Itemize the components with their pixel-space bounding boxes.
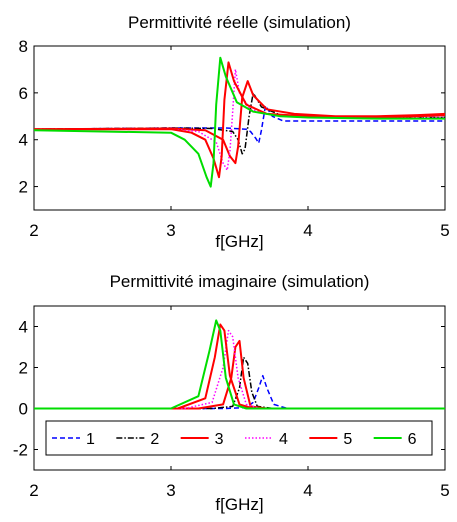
- legend-label-4: 4: [279, 431, 288, 448]
- series-line-1: [34, 104, 445, 144]
- x-tick-label: 3: [166, 221, 175, 240]
- y-tick-label: -2: [13, 441, 28, 460]
- y-tick-label: 4: [19, 131, 28, 150]
- series-line-3: [34, 339, 445, 410]
- chart-panel-2: Permittivité imaginaire (simulation) 2 3 4 5…: [13, 272, 450, 514]
- y-tick-label: 8: [19, 37, 28, 56]
- x-tick-label: 4: [303, 481, 312, 500]
- x-tick-label: 2: [29, 221, 38, 240]
- y-tick-label: 0: [19, 400, 28, 419]
- series-line-5: [34, 323, 445, 410]
- plot-frame: [33, 305, 446, 471]
- y-tick-label: 2: [19, 359, 28, 378]
- legend-label-5: 5: [343, 431, 352, 448]
- chart-title: Permittivité réelle (simulation): [128, 13, 351, 32]
- series-line-2: [34, 356, 445, 410]
- series-line-6: [34, 319, 445, 410]
- y-tick-label: 6: [19, 84, 28, 103]
- chart-title: Permittivité imaginaire (simulation): [110, 272, 370, 291]
- x-tick-label: 5: [440, 221, 449, 240]
- legend: 1 2 3 4 5 6: [45, 420, 433, 456]
- series-line-1: [34, 374, 445, 410]
- series-group: [34, 56, 445, 188]
- x-axis-label: f[GHz]: [215, 495, 263, 514]
- x-tick-label: 5: [440, 481, 449, 500]
- x-tick-label: 3: [166, 481, 175, 500]
- legend-box: [45, 420, 433, 456]
- series-line-4: [34, 329, 445, 410]
- x-tick-label: 2: [29, 481, 38, 500]
- legend-label-2: 2: [150, 431, 159, 448]
- x-tick-label: 4: [303, 221, 312, 240]
- plot-frame: [33, 45, 446, 211]
- chart-panel-1: Permittivité réelle (simulation) 2 3 4 5 2 4 6 8…: [19, 13, 450, 251]
- series-line-5: [34, 61, 445, 179]
- legend-label-3: 3: [215, 431, 224, 448]
- y-tick-label: 4: [19, 318, 28, 337]
- legend-label-1: 1: [86, 431, 95, 448]
- legend-label-6: 6: [408, 431, 417, 448]
- series-line-6: [34, 56, 445, 188]
- x-axis-label: f[GHz]: [215, 232, 263, 251]
- series-group: [34, 319, 445, 410]
- y-tick-label: 2: [19, 178, 28, 197]
